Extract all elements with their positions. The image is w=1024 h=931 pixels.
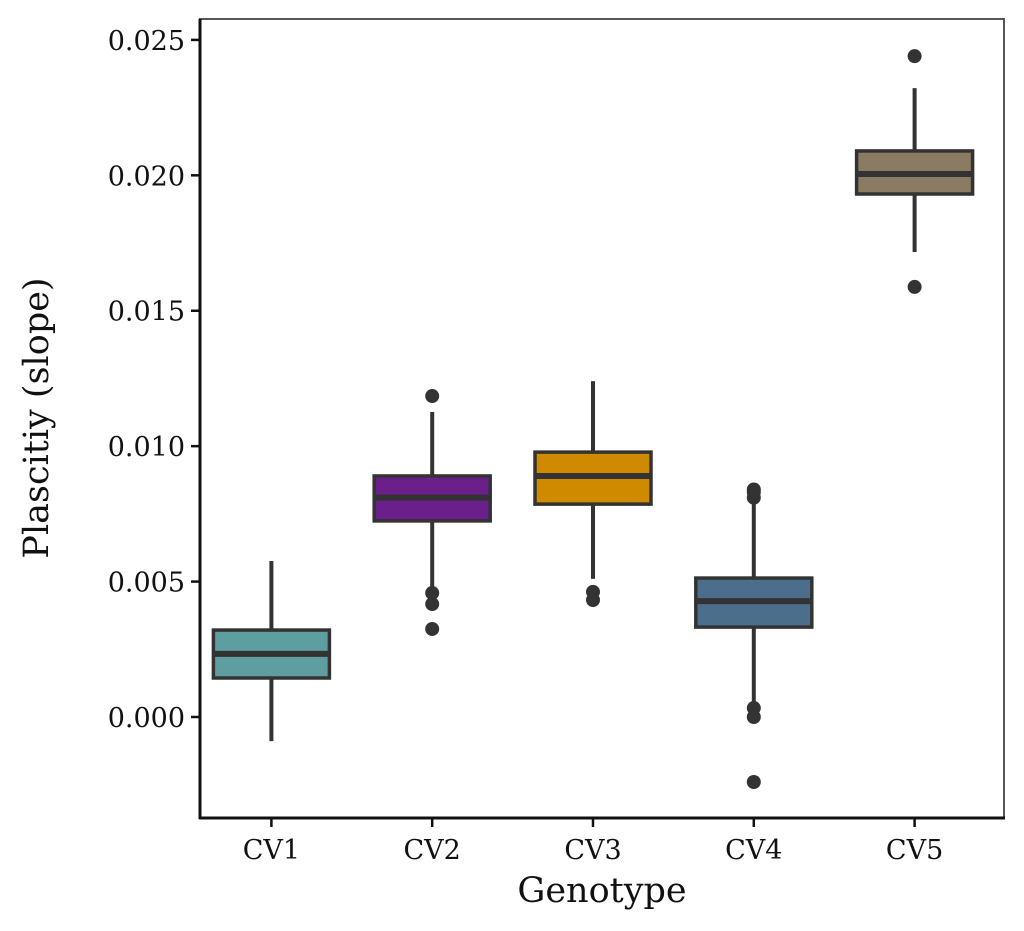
y-axis-ticks: 0.000 0.005 0.010 0.015 0.020 0.025 [108,26,200,734]
y-tick-label: 0.005 [108,568,185,599]
x-tick-label: CV1 [243,835,300,866]
y-tick-label: 0.010 [108,432,185,463]
x-tick-label: CV4 [725,835,782,866]
plot-frame [199,18,1005,819]
box-cv1 [211,560,332,742]
outlier-point [425,389,440,404]
y-tick-label: 0.000 [108,703,185,734]
outlier-point [746,490,761,505]
box-cv4 [694,482,814,790]
x-axis-title: Genotype [517,871,686,911]
outlier-point [425,621,440,636]
box-cv5 [854,49,975,294]
y-tick-label: 0.015 [108,297,185,328]
x-axis-ticks: CV1 CV2 CV3 CV4 CV5 [243,818,943,866]
outlier-point [907,49,922,64]
y-axis-title: Plascitiy (slope) [17,277,57,558]
box-cv3 [533,381,653,607]
x-tick-label: CV5 [886,835,943,866]
plot-area [198,18,1005,820]
outlier-point [746,775,761,790]
y-tick-label: 0.025 [108,26,185,57]
outlier-point [746,710,761,724]
x-tick-label: CV2 [404,835,461,866]
outlier-point [425,597,440,612]
outlier-point [425,585,440,600]
box-cv2 [372,389,492,636]
y-tick-label: 0.020 [108,161,185,192]
x-tick-label: CV3 [564,835,621,866]
outlier-point [907,279,922,294]
outlier-point [586,592,600,607]
boxes-group [211,49,975,790]
